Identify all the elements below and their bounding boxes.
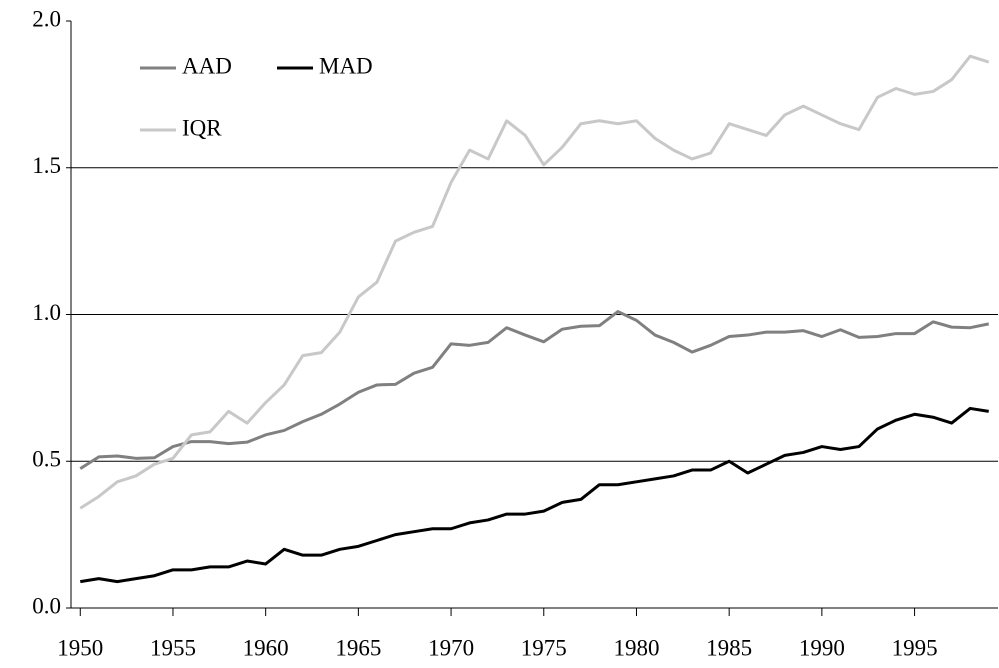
- series-line: [79, 54, 990, 510]
- x-tick-label: 1950: [57, 635, 103, 660]
- x-tick-label: 1970: [428, 635, 474, 660]
- y-tick-label: 1.5: [32, 153, 61, 178]
- series-line: [79, 310, 990, 470]
- x-tick-label: 1980: [613, 635, 659, 660]
- x-tick-label: 1955: [150, 635, 196, 660]
- y-tick-label: 2.0: [32, 6, 61, 31]
- y-tick-label: 0.5: [32, 447, 61, 472]
- x-tick-label: 1995: [892, 635, 938, 660]
- legend-label: IQR: [182, 115, 222, 140]
- x-tick-label: 1975: [521, 635, 567, 660]
- series-line: [80, 406, 989, 584]
- x-tick-label: 1965: [335, 635, 381, 660]
- x-tick-label: 1990: [799, 635, 845, 660]
- legend-label: MAD: [319, 53, 373, 78]
- legend-label: AAD: [182, 53, 232, 78]
- y-tick-label: 1.0: [32, 300, 61, 325]
- y-tick-label: 0.0: [32, 593, 61, 618]
- x-tick-label: 1960: [243, 635, 289, 660]
- x-tick-label: 1985: [706, 635, 752, 660]
